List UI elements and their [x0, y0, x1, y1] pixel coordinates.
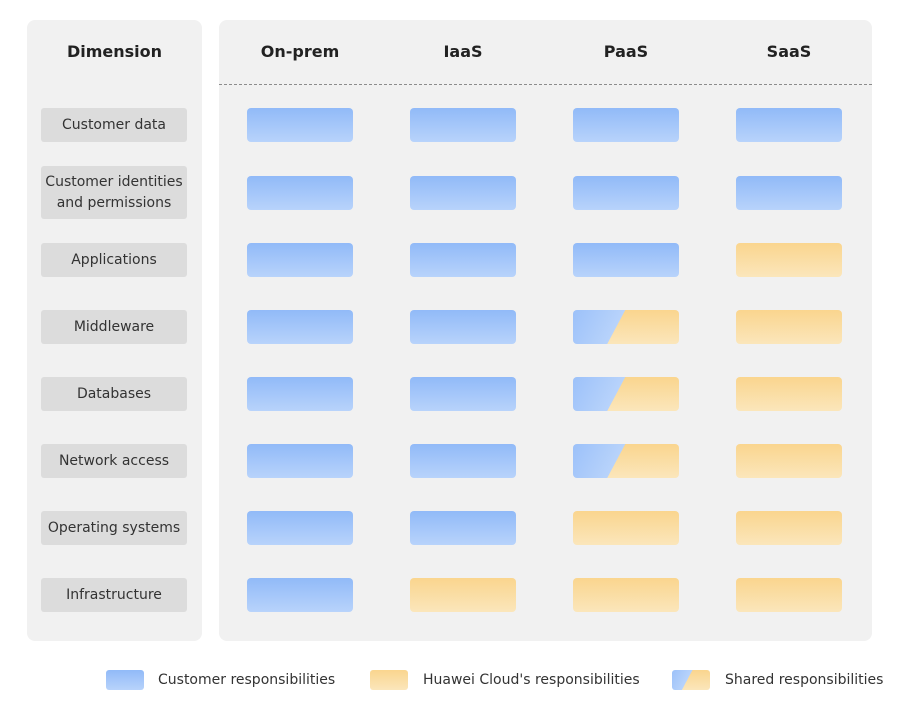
- dimension-label: Customer data: [41, 108, 187, 142]
- legend-huawei-swatch: [370, 670, 408, 690]
- cell-paas-customer: [573, 108, 679, 142]
- dimension-label: Infrastructure: [41, 578, 187, 612]
- dimension-label: Databases: [41, 377, 187, 411]
- cell-iaas-customer: [410, 377, 516, 411]
- cell-iaas-customer: [410, 511, 516, 545]
- dimension-label: Applications: [41, 243, 187, 277]
- cell-iaas-customer: [410, 108, 516, 142]
- cell-iaas-huawei: [410, 578, 516, 612]
- cell-paas-huawei: [573, 578, 679, 612]
- cell-saas-customer: [736, 108, 842, 142]
- cell-paas-shared: [573, 310, 679, 344]
- cell-iaas-customer: [410, 243, 516, 277]
- legend-huawei-label: Huawei Cloud's responsibilities: [423, 672, 640, 688]
- header-divider: [219, 84, 872, 85]
- column-header-saas: SaaS: [766, 42, 812, 61]
- cell-on-prem-customer: [247, 444, 353, 478]
- cell-on-prem-customer: [247, 578, 353, 612]
- legend-customer-swatch: [106, 670, 144, 690]
- dimension-header: Dimension: [66, 42, 163, 61]
- dimension-label: Operating systems: [41, 511, 187, 545]
- cell-saas-huawei: [736, 243, 842, 277]
- cell-on-prem-customer: [247, 511, 353, 545]
- cell-on-prem-customer: [247, 175, 353, 210]
- legend-customer-label: Customer responsibilities: [158, 672, 336, 688]
- cell-saas-huawei: [736, 310, 842, 344]
- cell-on-prem-customer: [247, 310, 353, 344]
- column-header-on-prem: On-prem: [260, 42, 340, 61]
- dimension-label: Middleware: [41, 310, 187, 344]
- legend-shared-label: Shared responsibilities: [725, 672, 884, 688]
- dimension-label: Network access: [41, 444, 187, 478]
- cell-saas-huawei: [736, 444, 842, 478]
- cell-saas-huawei: [736, 377, 842, 411]
- cell-paas-customer: [573, 243, 679, 277]
- cell-paas-huawei: [573, 511, 679, 545]
- cell-paas-customer: [573, 175, 679, 210]
- column-header-iaas: IaaS: [443, 42, 483, 61]
- cell-on-prem-customer: [247, 243, 353, 277]
- cell-on-prem-customer: [247, 108, 353, 142]
- cell-saas-huawei: [736, 511, 842, 545]
- cell-saas-huawei: [736, 578, 842, 612]
- cell-saas-customer: [736, 175, 842, 210]
- cell-iaas-customer: [410, 310, 516, 344]
- legend-shared-swatch: [672, 670, 710, 690]
- cell-on-prem-customer: [247, 377, 353, 411]
- cell-iaas-customer: [410, 444, 516, 478]
- cell-paas-shared: [573, 377, 679, 411]
- cell-iaas-customer: [410, 175, 516, 210]
- column-header-paas: PaaS: [603, 42, 649, 61]
- cell-paas-shared: [573, 444, 679, 478]
- dimension-label: Customer identities and permissions: [41, 166, 187, 219]
